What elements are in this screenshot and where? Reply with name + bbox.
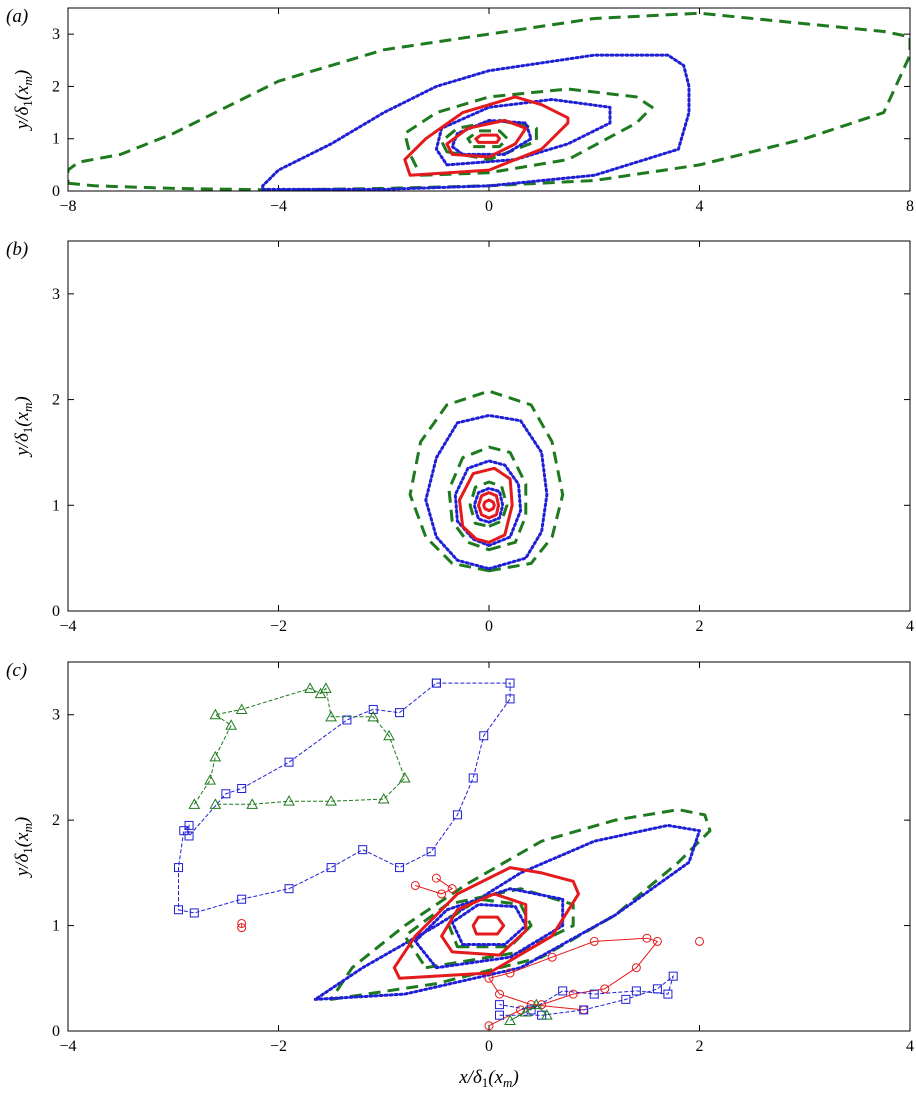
y-tick-label: 3 [52,26,60,43]
y-tick-label: 0 [52,1023,60,1040]
contour-solid-middle [460,468,513,542]
panel-b: −4 −2 0 2 4 0 1 2 3 (b) y/δ1(xm) [6,239,914,635]
triangle-marker [226,720,236,729]
square-marker [190,909,198,917]
contour-dashed-core [468,131,508,147]
panel-label: (b) [6,239,28,260]
contour-solid-core [473,917,504,934]
panel-label: (a) [6,6,28,27]
y-tick-label: 2 [52,812,60,829]
triangle-marker [205,775,215,784]
x-tick-label: 0 [485,1038,493,1055]
triangle-marker [210,752,220,761]
contour-dashed-outer [68,13,910,190]
contour-solid-core [484,500,495,511]
triangle-marker [400,773,410,782]
y-axis-label: y/δ1(xm) [12,817,35,879]
y-tick-label: 0 [52,603,60,620]
trajectory-circle [411,874,456,898]
contour-dashed-outer [410,391,563,571]
plot-frame [68,241,910,611]
y-tick-label: 3 [52,707,60,724]
y-tick-label: 1 [52,131,60,148]
square-marker [469,774,477,782]
circle-marker [696,937,704,945]
y-tick-label: 2 [52,78,60,95]
y-tick-label: 1 [52,918,60,935]
square-marker [359,846,367,854]
square-marker [238,785,246,793]
x-tick-label: 2 [696,1038,704,1055]
square-marker [285,758,293,766]
y-axis-label: y/δ1(xm) [12,70,35,132]
contour-dotted-outer [263,55,689,189]
panel-a: −8 −4 0 4 8 0 1 2 3 (a) y/δ1(xm) [6,6,914,215]
x-axis-label: x/δ1(xm) [458,1067,519,1090]
square-marker [327,864,335,872]
y-axis-label: y/δ1(xm) [12,396,35,458]
y-tick-label: 0 [52,183,60,200]
y-tick-label: 2 [52,392,60,409]
y-tick-label: 3 [52,286,60,303]
x-tick-label: −4 [59,618,76,635]
x-tick-label: −8 [59,198,76,215]
x-tick-label: −2 [270,618,287,635]
x-tick-label: 4 [906,618,914,635]
trajectory-circle [238,919,246,931]
x-tick-label: 0 [485,198,493,215]
square-marker [427,848,435,856]
x-tick-label: −4 [270,198,287,215]
y-tick-label: 1 [52,497,60,514]
trajectory-circle [485,934,661,1030]
triangle-marker [284,796,294,805]
x-tick-label: 4 [906,1038,914,1055]
x-tick-label: −2 [270,1038,287,1055]
x-tick-label: 0 [485,618,493,635]
trajectory-square [175,679,515,917]
trajectory-line [500,976,674,1015]
x-tick-label: 2 [696,618,704,635]
circle-marker [432,874,440,882]
panel-label: (c) [6,660,27,681]
panel-c: −4 −2 0 2 4 0 1 2 3 (c) y/δ1(xm) x/δ1(xm) [6,660,914,1090]
x-tick-label: −4 [59,1038,76,1055]
triangle-marker [305,683,315,692]
square-marker [396,864,404,872]
x-tick-label: 4 [696,198,704,215]
x-tick-label: 8 [906,198,914,215]
trajectory-circle [696,937,704,945]
trajectory-line [489,938,657,1025]
contour-solid-core [476,135,500,142]
